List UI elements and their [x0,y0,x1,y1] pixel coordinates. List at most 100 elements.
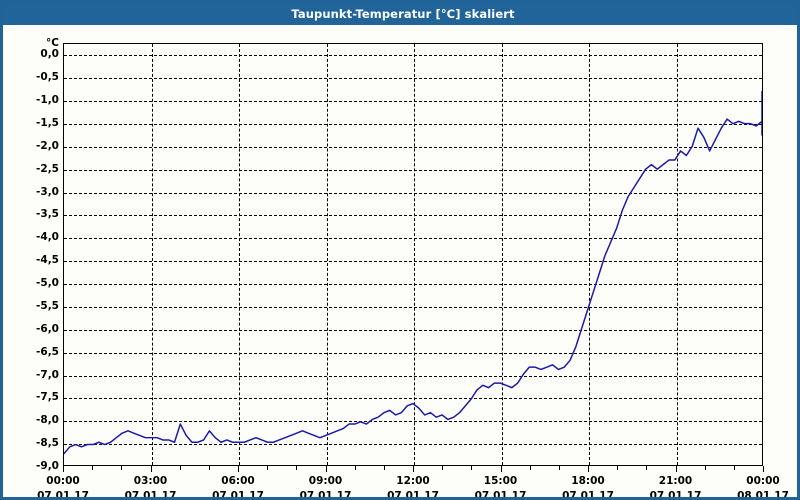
y-gridline [64,398,762,400]
x-tick-mark [500,466,502,472]
x-gridline [501,44,503,465]
x-tick-time: 06:00 [221,475,255,487]
x-tick-date: 07.01.17 [37,490,89,500]
y-axis-labels: 0,0 -0,5 -1,0 -1,5 -2,0 -2,5 -3,0 -3,5 -4,0 -4,5 -… [3,43,59,472]
x-tick-time: 00:00 [46,475,80,487]
y-gridline [64,124,762,126]
x-tick-mark [704,466,706,470]
y-gridline [64,169,762,171]
page-title: Taupunkt-Temperatur [°C] skaliert [291,7,515,21]
x-tick-mark [558,466,560,470]
y-tick-label: -4,0 [36,231,59,244]
x-tick-mark [238,466,239,472]
y-gridline [64,329,762,331]
y-tick-label: -5,0 [36,277,59,290]
x-tick-date: 07.01.17 [649,490,702,500]
x-tick-mark [267,466,269,470]
x-tick-mark [325,466,327,472]
x-tick-label: 21:00 07.01.17 [631,474,721,500]
y-gridline [64,421,762,423]
x-tick-mark [150,466,152,472]
y-gridline [64,101,762,103]
y-tick-label: -6,0 [36,322,59,335]
x-tick-mark [588,466,589,472]
y-tick-label: -2,0 [36,139,59,152]
x-tick-time: 03:00 [133,475,168,487]
y-tick-label: 0,0 [40,48,59,61]
y-tick-label: -8,0 [36,414,59,427]
x-tick-mark [63,466,64,472]
x-gridline [151,44,153,465]
y-tick-label: -1,5 [36,117,59,130]
x-tick-time: 15:00 [483,475,518,487]
y-tick-label: -2,5 [36,162,59,175]
x-tick-time: 00:00 [746,475,780,487]
x-tick-mark [675,466,677,472]
x-tick-label: 15:00 07.01.17 [456,474,546,500]
x-tick-mark [121,466,123,470]
y-gridline [64,215,762,217]
y-tick-label: -6,5 [36,345,59,358]
y-gridline [64,238,762,240]
x-tick-time: 18:00 [571,475,605,487]
x-tick-mark [296,466,298,470]
x-tick-date: 07.01.17 [124,490,177,500]
x-tick-label: 00:00 07.01.17 [18,474,108,500]
x-tick-mark [471,466,473,470]
x-tick-time: 09:00 [308,475,343,487]
x-axis-labels: 00:00 07.01.17 03:00 07.01.17 06:00 07.01.17 0… [3,474,797,500]
x-tick-mark [208,466,210,470]
x-tick-mark [442,466,444,470]
x-tick-date: 07.01.17 [212,490,264,500]
series-line-chart [64,91,762,455]
x-tick-mark [733,466,735,470]
y-tick-label: -7,5 [36,391,59,404]
y-gridline [64,352,762,354]
x-axis-ticks [63,466,764,474]
y-gridline [64,375,762,377]
x-gridline [414,44,415,465]
y-gridline [64,444,762,446]
x-tick-mark [383,466,385,470]
y-axis-unit-label: °C [46,37,59,49]
x-tick-date: 07.01.17 [387,490,439,500]
y-tick-label: -3,5 [36,208,59,221]
x-tick-mark [354,466,356,470]
x-tick-mark [646,466,648,470]
x-tick-time: 21:00 [658,475,693,487]
x-tick-label: 12:00 07.01.17 [368,474,458,500]
y-gridline [64,146,762,148]
x-tick-label: 03:00 07.01.17 [106,474,196,500]
x-tick-mark [413,466,414,472]
x-gridline [326,44,328,465]
y-tick-label: -1,0 [36,94,59,107]
y-tick-label: -5,5 [36,299,59,312]
y-tick-label: -7,0 [36,368,59,381]
y-gridline [64,55,762,57]
y-gridline [64,284,762,286]
x-tick-mark [529,466,531,470]
y-tick-label: -3,0 [36,185,59,198]
x-tick-mark [179,466,181,470]
x-tick-label: 06:00 07.01.17 [193,474,283,500]
y-tick-label: -9,0 [36,460,59,472]
x-tick-mark [763,466,764,472]
y-tick-label: -0,5 [36,71,59,84]
y-gridline [64,78,762,80]
plot-area [63,43,763,466]
title-bar: Taupunkt-Temperatur [°C] skaliert [3,3,797,25]
y-tick-label: -8,5 [36,437,59,450]
y-gridline [64,192,762,194]
x-gridline [239,44,240,465]
y-gridline [64,261,762,263]
x-tick-mark [617,466,619,470]
x-tick-time: 12:00 [396,475,430,487]
x-tick-mark [92,466,94,470]
y-tick-label: -4,5 [36,254,59,267]
chart-canvas: °C 0,0 -0,5 -1,0 -1,5 -2,0 -2,5 -3,0 -3,5 -4,0 -4… [3,25,797,497]
x-tick-label: 00:00 08.01.17 [718,474,797,497]
x-tick-date: 07.01.17 [474,490,527,500]
x-tick-label: 18:00 07.01.17 [543,474,633,500]
x-tick-date: 07.01.17 [562,490,614,500]
